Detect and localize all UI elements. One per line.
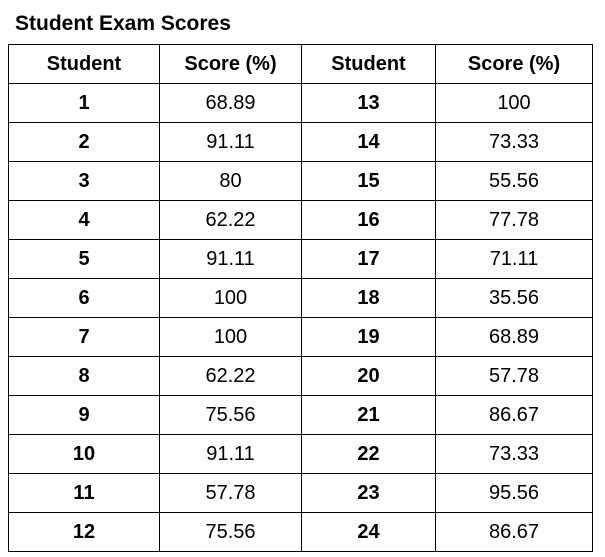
table-row: 6 100 18 35.56 <box>8 278 593 318</box>
student-id-cell: 11 <box>8 473 160 513</box>
student-id-cell: 4 <box>8 200 160 240</box>
score-cell: 80 <box>159 161 302 201</box>
student-id-cell: 12 <box>8 512 160 552</box>
score-cell: 55.56 <box>435 161 593 201</box>
score-cell: 75.56 <box>159 512 302 552</box>
table-row: 9 75.56 21 86.67 <box>8 395 593 435</box>
table-row: 8 62.22 20 57.78 <box>8 356 593 396</box>
table-row: 11 57.78 23 95.56 <box>8 473 593 513</box>
score-cell: 73.33 <box>435 434 593 474</box>
table-row: 10 91.11 22 73.33 <box>8 434 593 474</box>
table-row: 12 75.56 24 86.67 <box>8 512 593 552</box>
score-cell: 57.78 <box>159 473 302 513</box>
table-row: 2 91.11 14 73.33 <box>8 122 593 162</box>
student-id-cell: 24 <box>301 512 436 552</box>
score-cell: 86.67 <box>435 395 593 435</box>
header-student-right: Student <box>301 44 436 84</box>
student-id-cell: 17 <box>301 239 436 279</box>
header-row: Student Score (%) Student Score (%) <box>8 44 593 84</box>
student-id-cell: 1 <box>8 83 160 123</box>
table-row: 5 91.11 17 71.11 <box>8 239 593 279</box>
student-id-cell: 21 <box>301 395 436 435</box>
score-cell: 73.33 <box>435 122 593 162</box>
score-cell: 100 <box>159 317 302 357</box>
score-cell: 75.56 <box>159 395 302 435</box>
score-cell: 57.78 <box>435 356 593 396</box>
student-id-cell: 5 <box>8 239 160 279</box>
score-cell: 100 <box>435 83 593 123</box>
score-cell: 62.22 <box>159 356 302 396</box>
table-row: 1 68.89 13 100 <box>8 83 593 123</box>
score-cell: 91.11 <box>159 434 302 474</box>
score-cell: 91.11 <box>159 122 302 162</box>
student-id-cell: 18 <box>301 278 436 318</box>
student-id-cell: 22 <box>301 434 436 474</box>
student-id-cell: 9 <box>8 395 160 435</box>
score-cell: 35.56 <box>435 278 593 318</box>
table-title: Student Exam Scores <box>15 12 231 35</box>
score-cell: 68.89 <box>159 83 302 123</box>
table-body: 1 68.89 13 100 2 91.11 14 73.33 3 80 15 55.56 4 62.22… <box>8 83 593 552</box>
header-student-left: Student <box>8 44 160 84</box>
score-cell: 68.89 <box>435 317 593 357</box>
score-cell: 71.11 <box>435 239 593 279</box>
header-score-right: Score (%) <box>435 44 593 84</box>
score-cell: 91.11 <box>159 239 302 279</box>
table-row: 7 100 19 68.89 <box>8 317 593 357</box>
student-id-cell: 20 <box>301 356 436 396</box>
student-id-cell: 8 <box>8 356 160 396</box>
student-id-cell: 14 <box>301 122 436 162</box>
header-score-left: Score (%) <box>159 44 302 84</box>
score-cell: 77.78 <box>435 200 593 240</box>
student-id-cell: 23 <box>301 473 436 513</box>
student-id-cell: 6 <box>8 278 160 318</box>
score-cell: 86.67 <box>435 512 593 552</box>
student-id-cell: 3 <box>8 161 160 201</box>
table-row: 4 62.22 16 77.78 <box>8 200 593 240</box>
scores-table: Student Score (%) Student Score (%) 1 68.… <box>8 44 593 552</box>
student-id-cell: 10 <box>8 434 160 474</box>
score-cell: 95.56 <box>435 473 593 513</box>
score-cell: 100 <box>159 278 302 318</box>
student-id-cell: 16 <box>301 200 436 240</box>
student-id-cell: 2 <box>8 122 160 162</box>
student-id-cell: 15 <box>301 161 436 201</box>
student-id-cell: 19 <box>301 317 436 357</box>
table-row: 3 80 15 55.56 <box>8 161 593 201</box>
student-id-cell: 13 <box>301 83 436 123</box>
score-cell: 62.22 <box>159 200 302 240</box>
student-id-cell: 7 <box>8 317 160 357</box>
